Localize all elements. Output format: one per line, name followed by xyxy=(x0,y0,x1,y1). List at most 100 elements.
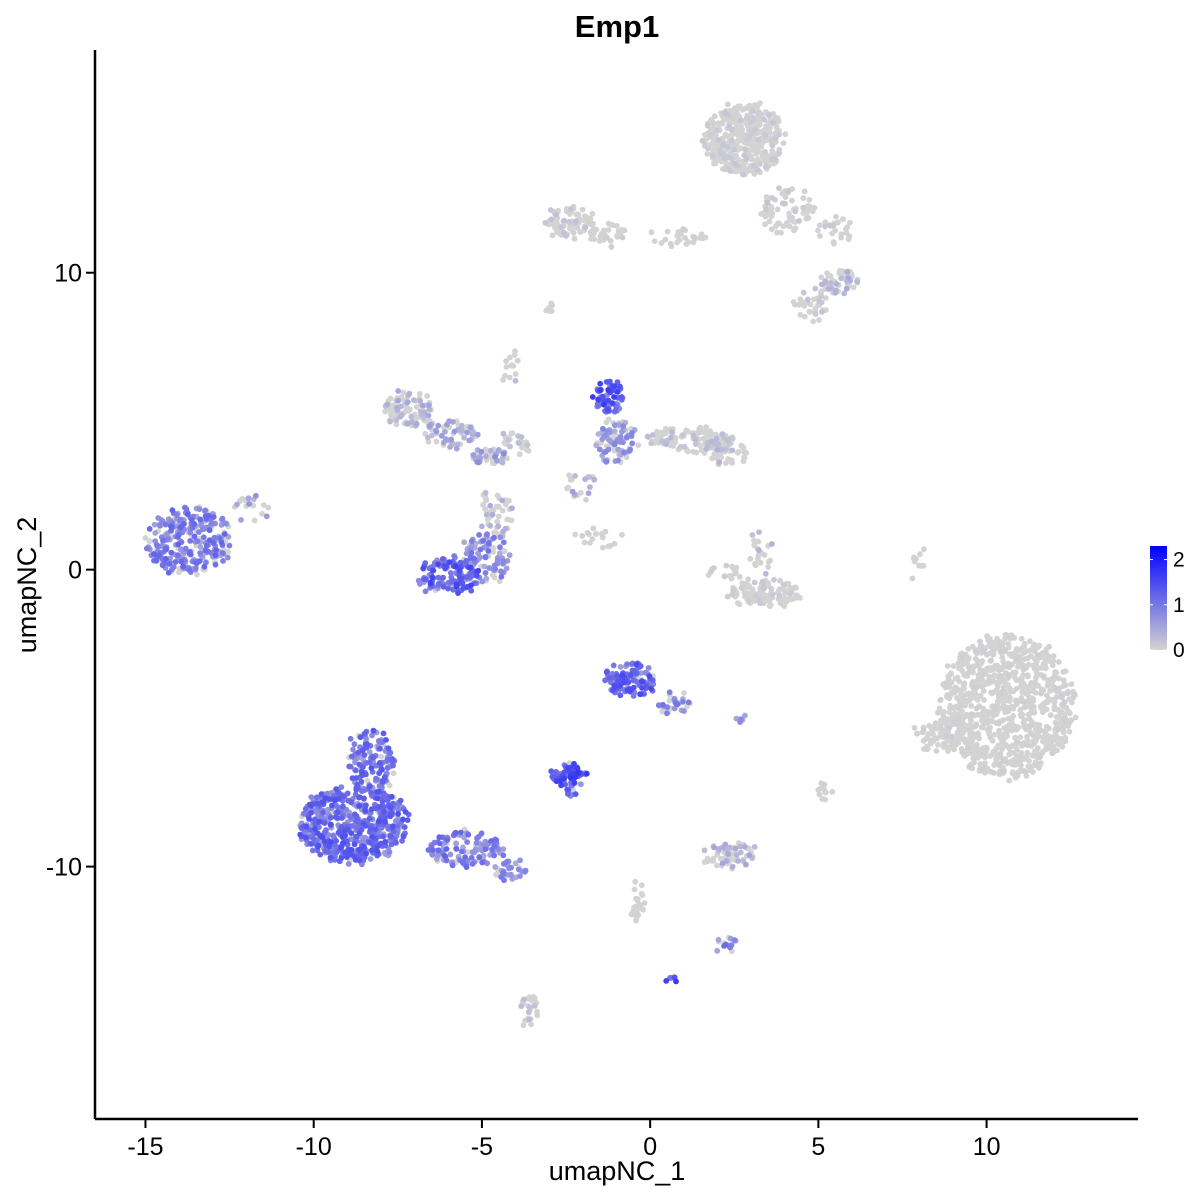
cell-point xyxy=(776,146,783,153)
cell-point xyxy=(1018,635,1025,642)
cell-point xyxy=(1068,681,1075,688)
cell-point xyxy=(769,142,776,149)
cell-point xyxy=(1040,673,1047,679)
cell-point xyxy=(553,769,559,775)
cell-point xyxy=(611,383,618,389)
cell-point xyxy=(368,806,375,813)
cell-point xyxy=(965,669,972,676)
cell-point xyxy=(827,280,834,287)
cell-point xyxy=(457,559,464,566)
cell-point xyxy=(597,387,604,394)
cell-point xyxy=(757,559,764,566)
cell-point xyxy=(433,438,440,445)
cell-point xyxy=(189,516,195,523)
cell-point xyxy=(774,220,781,227)
cell-point xyxy=(956,698,963,704)
cell-point xyxy=(526,1016,533,1023)
cell-point xyxy=(662,236,669,243)
cell-point xyxy=(332,814,339,820)
cell-point xyxy=(495,523,502,530)
cell-point xyxy=(1066,728,1073,735)
cell-point xyxy=(938,725,944,732)
cell-point xyxy=(772,135,779,142)
cell-point xyxy=(944,716,950,722)
cell-point xyxy=(668,434,674,441)
cell-point xyxy=(447,851,454,858)
cell-point xyxy=(429,847,436,853)
cell-point xyxy=(966,664,973,671)
cell-point xyxy=(1000,658,1007,665)
cell-point xyxy=(1046,725,1052,732)
cell-point xyxy=(660,701,666,708)
cell-point xyxy=(453,581,460,588)
cell-point xyxy=(300,810,307,817)
cell-point xyxy=(499,507,506,514)
points-layer xyxy=(142,100,1079,1029)
cell-point xyxy=(417,398,424,404)
cell-point xyxy=(393,417,400,424)
cell-point xyxy=(681,708,687,714)
cell-point xyxy=(574,225,581,231)
cell-point xyxy=(977,752,983,758)
cell-point xyxy=(373,775,379,782)
cell-point xyxy=(366,759,373,766)
cell-point xyxy=(766,124,773,131)
y-tick-label: 10 xyxy=(54,260,82,288)
cell-point xyxy=(731,146,738,153)
cell-point xyxy=(778,598,784,605)
cell-point xyxy=(387,395,394,402)
cell-point xyxy=(374,843,381,850)
cell-point xyxy=(823,789,829,796)
cell-point xyxy=(504,516,511,523)
cell-point xyxy=(384,756,391,763)
cell-point xyxy=(734,125,740,131)
cell-point xyxy=(758,211,764,217)
cell-point xyxy=(200,534,207,541)
cell-point xyxy=(441,852,448,859)
cell-point xyxy=(445,585,451,592)
cell-point xyxy=(353,775,360,781)
cell-point xyxy=(620,423,626,430)
cell-point xyxy=(327,822,334,828)
cell-point xyxy=(1016,753,1023,759)
cell-point xyxy=(816,297,823,304)
cell-point xyxy=(979,765,986,772)
cell-point xyxy=(792,584,799,591)
cell-point xyxy=(776,185,782,192)
cell-point xyxy=(966,697,973,704)
cell-point xyxy=(967,722,974,728)
cell-point xyxy=(614,672,620,679)
cell-point xyxy=(177,516,184,523)
cell-point xyxy=(501,548,508,555)
cell-point xyxy=(605,227,612,233)
cell-point xyxy=(172,559,179,565)
cell-point xyxy=(998,643,1005,649)
cell-point xyxy=(648,685,654,692)
cell-point xyxy=(626,688,633,694)
cell-point xyxy=(768,205,775,212)
cell-point xyxy=(957,721,964,728)
cell-point xyxy=(453,846,460,852)
cell-point xyxy=(822,223,828,230)
cell-point xyxy=(737,849,744,856)
cell-point xyxy=(946,679,952,686)
cell-point xyxy=(498,573,505,580)
cell-point xyxy=(735,105,741,112)
cell-point xyxy=(833,213,839,220)
cell-point xyxy=(586,218,592,225)
cell-point xyxy=(425,438,432,445)
cell-point xyxy=(981,697,987,703)
cell-point xyxy=(1059,735,1066,742)
cell-point xyxy=(239,496,246,502)
y-tick-label: -10 xyxy=(46,854,82,882)
cell-point xyxy=(711,113,718,120)
cell-point xyxy=(500,377,506,383)
cell-point xyxy=(387,411,394,417)
cell-point xyxy=(422,576,429,583)
cell-point xyxy=(572,473,578,479)
cell-point xyxy=(740,171,746,178)
cell-point xyxy=(344,790,351,797)
cell-point xyxy=(766,218,773,225)
cell-point xyxy=(1053,733,1060,740)
